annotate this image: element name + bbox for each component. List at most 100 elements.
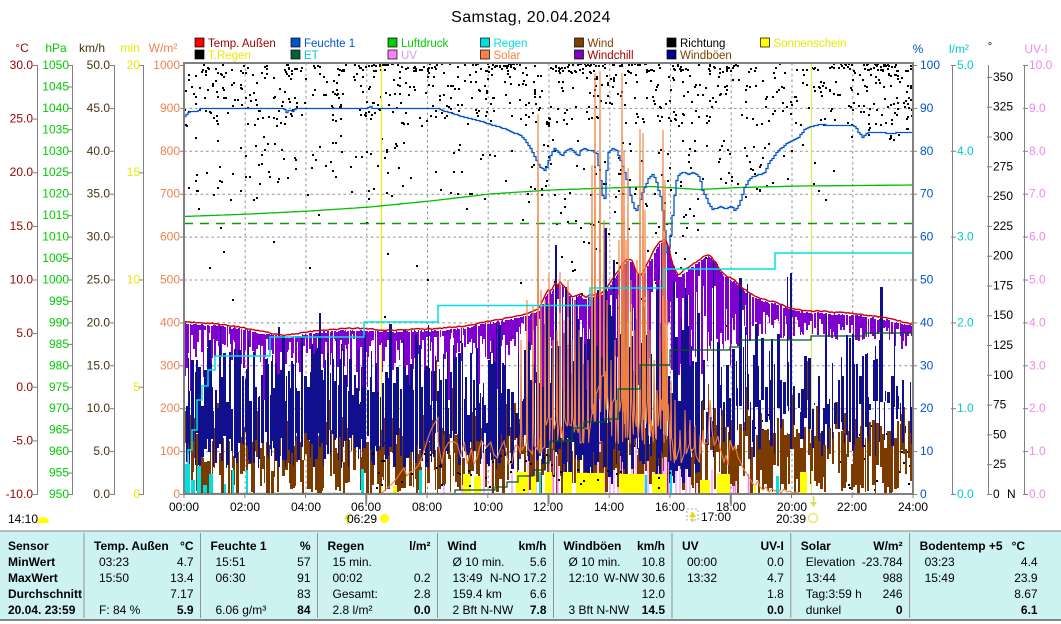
svg-text:Solar: Solar	[494, 50, 521, 62]
svg-text:1020: 1020	[42, 187, 69, 201]
svg-text:03:23: 03:23	[925, 555, 955, 569]
svg-text:0.0: 0.0	[414, 603, 431, 617]
svg-text:Regen: Regen	[328, 539, 365, 553]
svg-text:min: min	[120, 41, 139, 55]
svg-text:4.0: 4.0	[1029, 315, 1046, 329]
svg-text:Bodentemp +5: Bodentemp +5	[920, 539, 1003, 553]
svg-text:246: 246	[883, 587, 903, 601]
svg-text:350: 350	[993, 70, 1013, 84]
svg-text:10:00: 10:00	[473, 500, 503, 514]
svg-text:Wind: Wind	[448, 539, 477, 553]
svg-text:0: 0	[993, 487, 1000, 501]
svg-text:20: 20	[127, 58, 141, 72]
svg-text:°: °	[988, 41, 992, 53]
svg-text:1040: 1040	[42, 101, 69, 115]
svg-text:995: 995	[49, 294, 69, 308]
svg-text:08:00: 08:00	[412, 500, 442, 514]
svg-text:8.0: 8.0	[1029, 144, 1046, 158]
svg-text:13:44: 13:44	[806, 571, 836, 585]
svg-text:13:32: 13:32	[687, 571, 717, 585]
svg-text:Windböen: Windböen	[564, 539, 622, 553]
svg-text:17:00: 17:00	[701, 510, 731, 524]
svg-text:W/m²: W/m²	[149, 41, 178, 55]
svg-text:12:00: 12:00	[533, 500, 563, 514]
svg-text:Feuchte 1: Feuchte 1	[211, 539, 267, 553]
svg-text:4.0: 4.0	[957, 144, 974, 158]
svg-text:3.0: 3.0	[1029, 358, 1046, 372]
svg-text:84: 84	[297, 603, 311, 617]
svg-text:0.0: 0.0	[957, 487, 974, 501]
svg-text:MinWert: MinWert	[8, 555, 55, 569]
svg-text:3 Bft N-NW: 3 Bft N-NW	[569, 603, 630, 617]
svg-text:57: 57	[297, 555, 311, 569]
svg-text:1000: 1000	[153, 58, 180, 72]
svg-text:ET: ET	[304, 50, 319, 62]
svg-text:UV: UV	[682, 539, 699, 553]
svg-text:955: 955	[49, 466, 69, 480]
svg-text:2.8: 2.8	[414, 587, 431, 601]
svg-text:15.0: 15.0	[10, 219, 34, 233]
svg-text:Wind: Wind	[588, 38, 614, 50]
svg-text:1.0: 1.0	[1029, 444, 1046, 458]
svg-text:500: 500	[160, 273, 180, 287]
svg-text:Feuchte 1: Feuchte 1	[304, 38, 355, 50]
svg-text:20:39: 20:39	[776, 512, 806, 526]
svg-text:70: 70	[920, 187, 934, 201]
svg-text:5.9: 5.9	[177, 603, 194, 617]
svg-text:15.0: 15.0	[87, 358, 111, 372]
svg-text:20.0: 20.0	[87, 315, 111, 329]
svg-text:3.0: 3.0	[957, 230, 974, 244]
svg-text:25.0: 25.0	[10, 112, 34, 126]
svg-text:Ø 10 min.: Ø 10 min.	[569, 555, 621, 569]
svg-text:12:10: 12:10	[569, 571, 599, 585]
svg-text:965: 965	[49, 423, 69, 437]
svg-text:Solar: Solar	[801, 539, 831, 553]
svg-text:91: 91	[297, 571, 311, 585]
svg-text:9.0: 9.0	[1029, 101, 1046, 115]
svg-text:25: 25	[993, 457, 1007, 471]
svg-text:06:29: 06:29	[347, 512, 377, 526]
svg-text:15:51: 15:51	[216, 555, 246, 569]
svg-text:l/m²: l/m²	[409, 539, 430, 553]
svg-text:Temp. Außen: Temp. Außen	[94, 539, 169, 553]
svg-text:20.0: 20.0	[10, 165, 34, 179]
svg-text:%: %	[300, 539, 311, 553]
svg-text:0.0: 0.0	[767, 555, 784, 569]
svg-text:°C: °C	[1012, 539, 1026, 553]
svg-text:12.0: 12.0	[642, 587, 666, 601]
svg-text:50.0: 50.0	[87, 58, 111, 72]
svg-text:18:00: 18:00	[716, 500, 746, 514]
svg-text:6.0: 6.0	[1029, 230, 1046, 244]
svg-text:0.0: 0.0	[767, 603, 784, 617]
svg-text:7.17: 7.17	[170, 587, 194, 601]
svg-text:250: 250	[993, 189, 1013, 203]
svg-text:0: 0	[896, 603, 903, 617]
svg-text:00:00: 00:00	[687, 555, 717, 569]
svg-text:dunkel: dunkel	[806, 603, 841, 617]
svg-text:5.0: 5.0	[16, 326, 33, 340]
svg-text:UV-I: UV-I	[760, 539, 783, 553]
svg-text:15:49: 15:49	[925, 571, 955, 585]
svg-text:700: 700	[160, 187, 180, 201]
svg-text:200: 200	[993, 249, 1013, 263]
svg-text:50: 50	[993, 427, 1007, 441]
svg-text:0: 0	[920, 487, 927, 501]
svg-text:45.0: 45.0	[87, 101, 111, 115]
svg-text:200: 200	[160, 401, 180, 415]
svg-text:6.1: 6.1	[1021, 603, 1038, 617]
svg-text:985: 985	[49, 337, 69, 351]
svg-text:00:00: 00:00	[169, 500, 199, 514]
svg-text:06:00: 06:00	[351, 500, 381, 514]
svg-text:02:00: 02:00	[230, 500, 260, 514]
svg-text:Durchschnitt: Durchschnitt	[8, 587, 82, 601]
svg-text:Ø 10 min.: Ø 10 min.	[453, 555, 505, 569]
svg-text:100: 100	[160, 444, 180, 458]
svg-text:Samstag, 20.04.2024: Samstag, 20.04.2024	[451, 9, 611, 26]
svg-text:1035: 1035	[42, 122, 69, 136]
svg-text:UV-I: UV-I	[1024, 42, 1047, 56]
svg-text:MaxWert: MaxWert	[8, 571, 58, 585]
svg-text:T.Regen: T.Regen	[208, 50, 251, 62]
svg-text:30.6: 30.6	[642, 571, 666, 585]
svg-text:24:00: 24:00	[898, 500, 928, 514]
svg-text:5.0: 5.0	[93, 444, 110, 458]
